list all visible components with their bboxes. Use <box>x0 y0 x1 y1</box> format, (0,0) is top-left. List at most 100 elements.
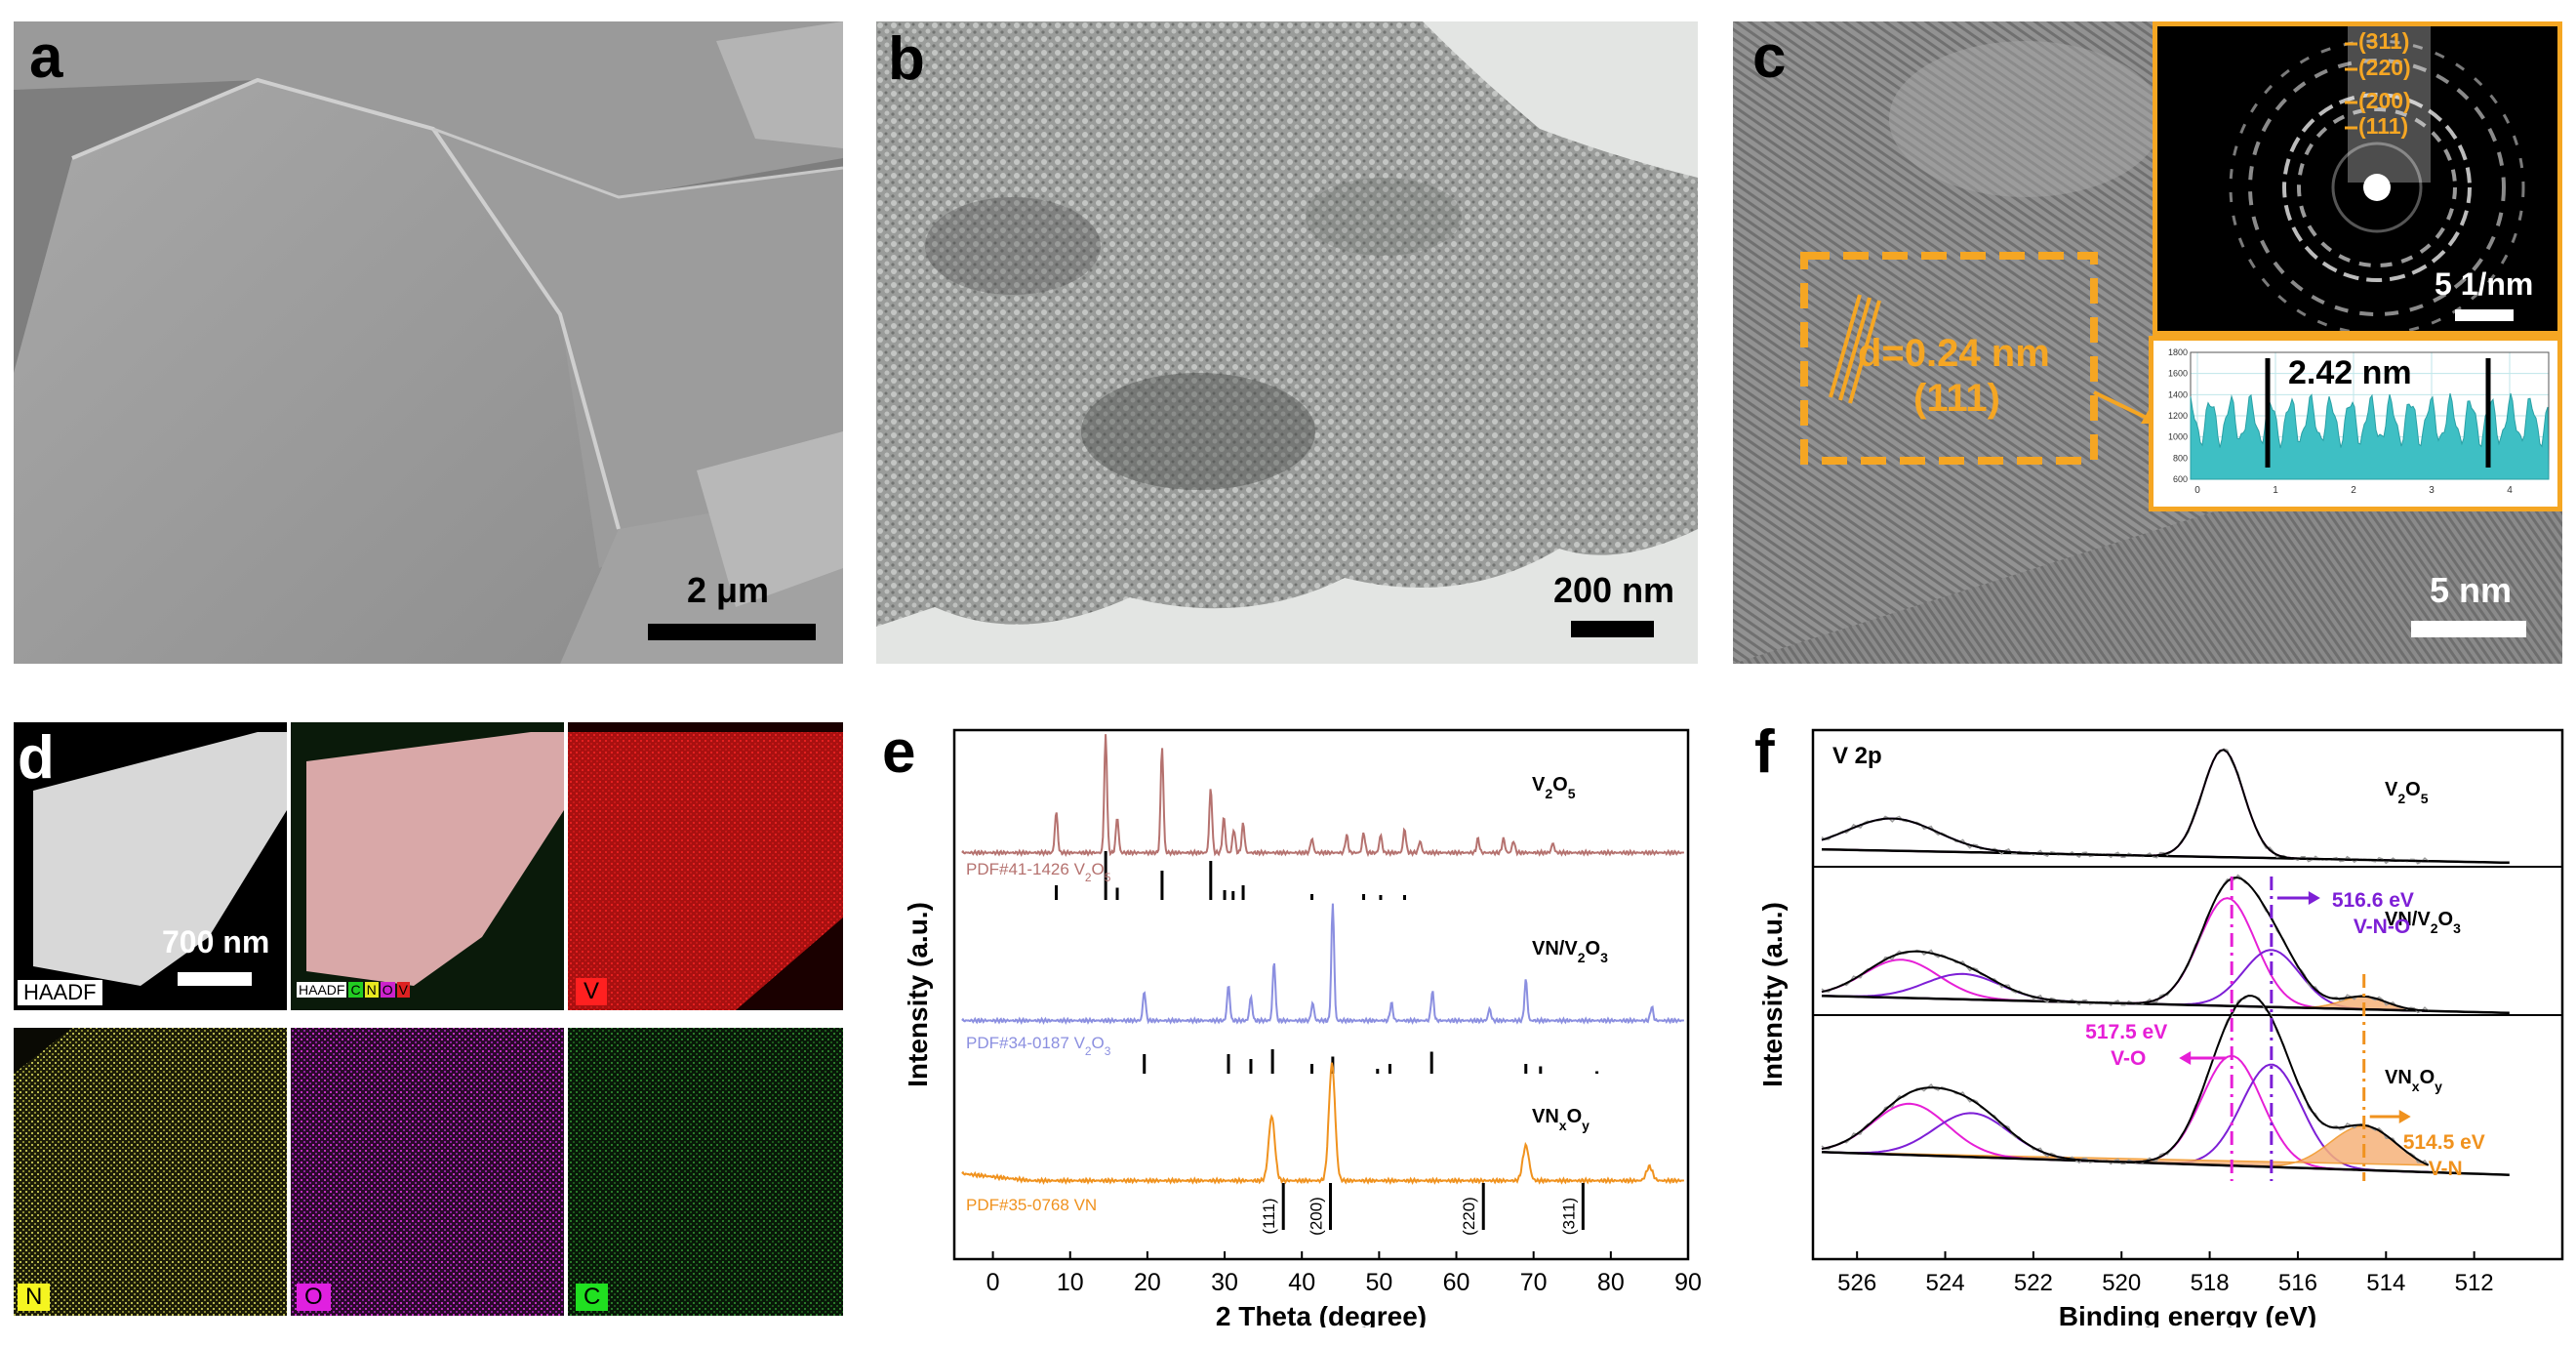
panel-c-hrtem-image: c d=0.24 nm (111) 5 nm (311) (220) (200)… <box>1733 21 2562 664</box>
xps-raw-data <box>1821 748 2430 865</box>
xrd-x-tick-label: 50 <box>1365 1269 1392 1296</box>
xrd-series-0 <box>961 734 1685 858</box>
saed-scale-bar-label: 5 1/nm <box>2435 266 2534 302</box>
eds-maps-illustration <box>14 722 843 1316</box>
xrd-x-tick-label: 30 <box>1211 1269 1238 1296</box>
scale-bar-b <box>1571 621 1654 637</box>
xps-component-vn <box>1821 1125 2430 1167</box>
scale-bar-label-a: 2 μm <box>687 570 770 610</box>
xps-envelope <box>1821 995 2430 1166</box>
xrd-x-tick-label: 40 <box>1288 1269 1315 1296</box>
profile-distance-label: 2.42 nm <box>2288 354 2412 391</box>
panel-label-e: e <box>882 722 916 786</box>
saed-rings-illustration <box>2229 26 2525 331</box>
xrd-series-2 <box>961 1062 1685 1185</box>
xps-curve-label: VN/V2O3 <box>2385 909 2461 936</box>
profile-y-tick: 1200 <box>2168 411 2188 421</box>
overlay-legend-haadf: HAADF <box>297 982 347 998</box>
xps-envelope <box>1821 749 2429 863</box>
profile-y-tick: 1600 <box>2168 369 2188 379</box>
xps-x-tick-label: 516 <box>2278 1270 2317 1296</box>
profile-x-tick: 2 <box>2351 485 2356 496</box>
map-tag-n: N <box>18 1284 51 1311</box>
xps-x-tick-label: 514 <box>2366 1270 2405 1296</box>
xrd-miller-label: (200) <box>1307 1197 1325 1236</box>
xps-arrowhead <box>2179 1051 2192 1065</box>
xps-title: V 2p <box>1832 743 1882 769</box>
xps-x-axis-label: Binding energy (eV) <box>2059 1301 2316 1327</box>
saed-ring-label-311: (311) <box>2358 28 2410 54</box>
scale-bar-a <box>648 624 816 640</box>
map-tag-c: C <box>576 1284 609 1311</box>
xps-curve-label: V2O5 <box>2385 779 2429 806</box>
xrd-x-tick-label: 0 <box>986 1269 1000 1296</box>
xps-annotation-v-n: V-N <box>2429 1158 2463 1180</box>
lattice-spacing-label: d=0.24 nm <box>1858 332 2050 375</box>
xps-x-tick-label: 518 <box>2191 1270 2230 1296</box>
panel-label-a: a <box>29 23 63 91</box>
profile-x-tick: 1 <box>2273 485 2278 496</box>
xps-x-tick-label: 520 <box>2102 1270 2141 1296</box>
profile-y-tick: 1400 <box>2168 389 2188 399</box>
xps-x-tick-label: 526 <box>1837 1270 1876 1296</box>
xps-annotation-v-n-o: V-N-O <box>2354 916 2410 938</box>
profile-y-tick: 1000 <box>2168 432 2188 442</box>
panel-label-d: d <box>18 724 55 792</box>
xrd-miller-label: (311) <box>1559 1198 1578 1235</box>
profile-y-tick: 800 <box>2173 453 2188 463</box>
selection-box <box>1800 252 2098 465</box>
panel-f-xps-chart: f 526 524 522 520 518 516 514 512 Binding energy… <box>1733 722 2576 1327</box>
xrd-x-axis-label: 2 Theta (degree) <box>1216 1301 1427 1327</box>
xrd-y-axis-label: Intensity (a.u.) <box>903 902 933 1087</box>
xrd-ref-label: PDF#34-0187 V2O3 <box>966 1034 1111 1058</box>
sem-flakes-illustration <box>14 21 843 664</box>
overlay-legend-o: O <box>380 982 395 998</box>
xrd-ref-label: PDF#41-1426 V2O5 <box>966 860 1111 884</box>
xps-arrowhead <box>2308 891 2320 905</box>
xps-background <box>1821 994 2510 1015</box>
map-tag-v: V <box>576 978 608 1005</box>
xps-annotation-516-6: 516.6 eV <box>2332 889 2414 912</box>
xps-plot: 526 524 522 520 518 516 514 512 Binding energy (… <box>1757 728 2564 1327</box>
saed-ring-label-220: (220) <box>2358 55 2411 80</box>
panel-b-tem-image: b 200 nm <box>876 21 1698 664</box>
xrd-series-1 <box>961 903 1685 1025</box>
panel-label-c: c <box>1752 23 1787 91</box>
panel-label-f: f <box>1754 722 1775 786</box>
xrd-x-tick-label: 60 <box>1443 1269 1470 1296</box>
xps-x-tick-label: 524 <box>1926 1270 1965 1296</box>
overlay-legend-n: N <box>364 982 379 998</box>
xps-component <box>1821 897 2429 1012</box>
profile-x-tick: 0 <box>2194 485 2200 496</box>
scale-bar-label-b: 200 nm <box>1553 570 1675 610</box>
xrd-ref-label: PDF#35-0768 VN <box>966 1196 1097 1214</box>
xps-envelope <box>1821 877 2429 1012</box>
xrd-x-tick-label: 80 <box>1597 1269 1625 1296</box>
xrd-plot: 0 10 20 30 40 50 60 70 80 90 2 Theta (degree) Inten… <box>903 728 1702 1327</box>
saed-ring-label-111: (111) <box>2358 113 2409 139</box>
xrd-curve-label: VN/V2O3 <box>1532 938 1608 965</box>
lattice-plane-label: (111) <box>1913 377 2000 420</box>
scale-bar-label-d: 700 nm <box>162 924 270 959</box>
overlay-legend-c: C <box>348 982 363 998</box>
scale-bar-d <box>178 972 252 986</box>
xrd-x-tick-label: 90 <box>1674 1269 1702 1296</box>
saed-inset: (311) (220) (200) (111) 5 1/nm <box>2153 21 2562 336</box>
xrd-frame <box>952 728 1690 1261</box>
xps-x-tick-label: 512 <box>2455 1270 2494 1296</box>
map-tag-haadf: HAADF <box>18 980 102 1005</box>
panel-a-sem-image: a 2 μm <box>14 21 843 664</box>
xps-annotation-514-5: 514.5 eV <box>2403 1131 2485 1154</box>
profile-x-tick: 4 <box>2507 485 2513 496</box>
profile-chart: 1800 1600 1400 1200 1000 800 600 0 1 2 3 4 <box>2168 347 2550 496</box>
panel-e-xrd-chart: e 0 10 20 30 40 50 60 70 80 90 2 Theta (degree) Int… <box>876 722 1706 1327</box>
saed-ring-label-200: (200) <box>2358 88 2411 113</box>
xps-arrowhead <box>2398 1110 2411 1123</box>
xrd-x-tick-label: 70 <box>1520 1269 1548 1296</box>
xps-annotation-517-5: 517.5 eV <box>2085 1021 2167 1043</box>
xrd-miller-label: (111) <box>1260 1198 1278 1234</box>
xps-frame <box>1811 728 2564 1261</box>
xps-background <box>1821 1151 2510 1176</box>
profile-y-tick: 600 <box>2173 474 2188 484</box>
xps-annotation-v-o: V-O <box>2111 1047 2146 1070</box>
